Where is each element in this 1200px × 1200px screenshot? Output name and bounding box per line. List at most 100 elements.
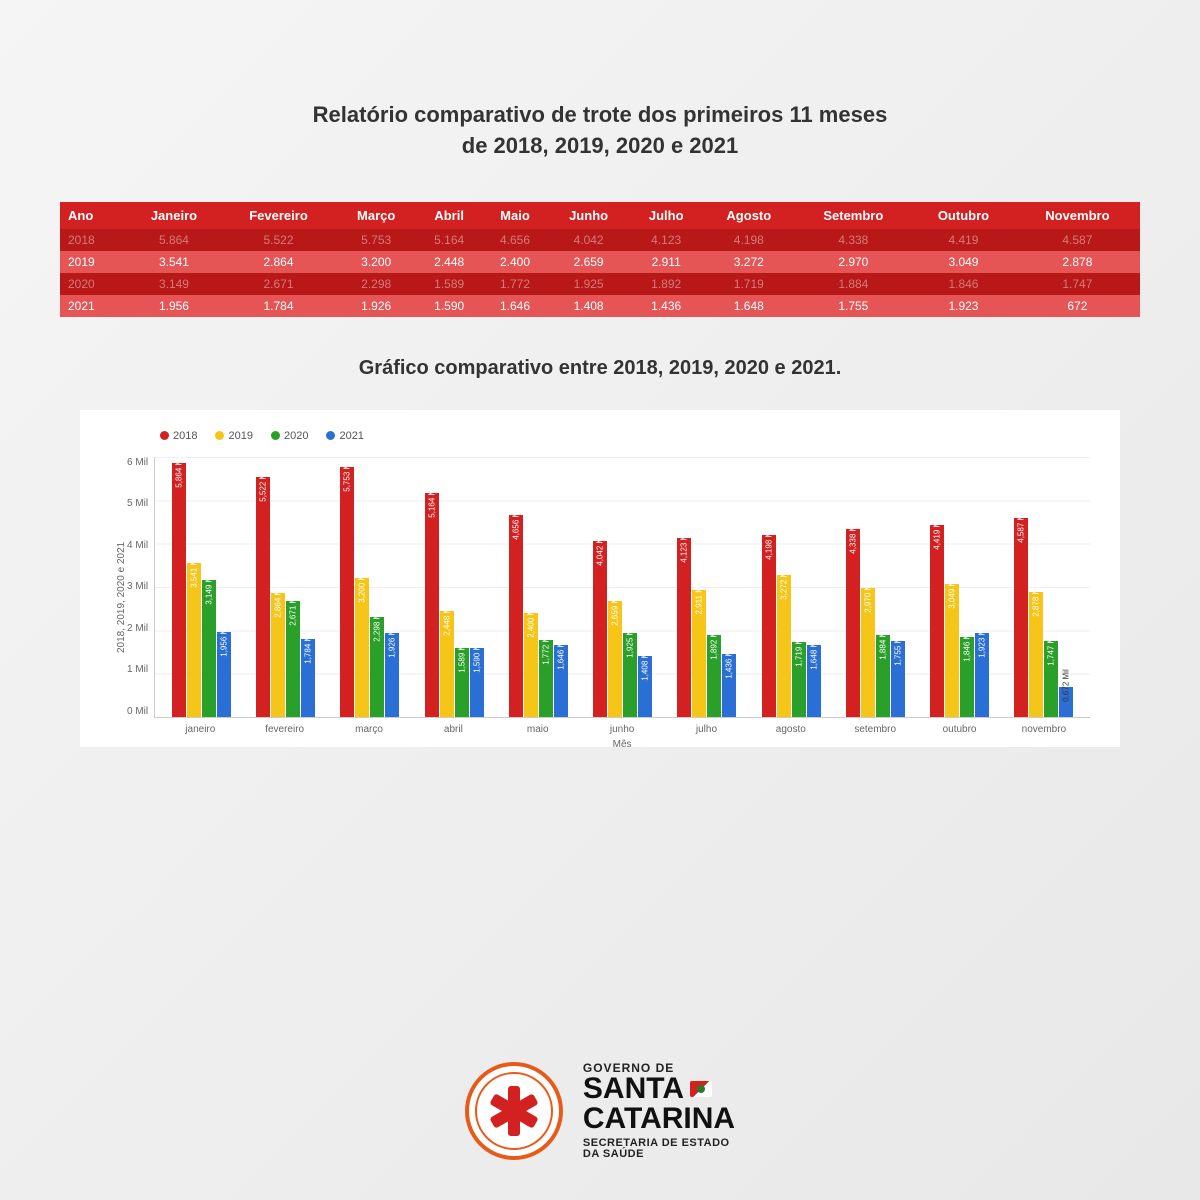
x-tick-label: maio — [496, 724, 580, 735]
bar-value-label: 2,864 Mil — [274, 585, 283, 617]
table-cell: 2018 — [60, 229, 127, 251]
chart-plot: 5,864 Mil3,541 Mil3,149 Mil1,956 Mil 5,52… — [154, 457, 1090, 718]
y-tick: 2 Mil — [127, 623, 148, 634]
legend-item: 2021 — [326, 430, 363, 442]
table-cell: 2.970 — [795, 251, 913, 273]
bar-value-label: 5,864 Mil — [174, 455, 183, 487]
bar-group: 4,338 Mil2,970 Mil1,884 Mil1,755 Mil — [833, 529, 917, 717]
footer-logos: GOVERNO DE SANTA CATARINA SECRETARIA DE … — [0, 1062, 1200, 1160]
bar: 5,164 Mil — [425, 493, 439, 717]
bar: 1,719 Mil — [792, 642, 806, 716]
table-cell: 2.659 — [548, 251, 629, 273]
table-cell: 1.772 — [482, 273, 548, 295]
bar-group: 4,042 Mil2,659 Mil1,925 Mil1,408 Mil — [580, 541, 664, 716]
bar: 1,590 Mil — [470, 648, 484, 717]
bar-value-label: 5,164 Mil — [427, 485, 436, 517]
gov-line-3: CATARINA — [583, 1104, 735, 1134]
bar-value-label: 0,672 Mil — [1062, 670, 1071, 702]
bar-value-label: 3,049 Mil — [948, 577, 957, 609]
bar-group: 5,164 Mil2,448 Mil1,589 Mil1,590 Mil — [412, 493, 496, 717]
bar-value-label: 3,541 Mil — [189, 555, 198, 587]
bar: 5,522 Mil — [256, 477, 270, 716]
bar-value-label: 5,522 Mil — [259, 470, 268, 502]
table-header-cell: Outubro — [912, 202, 1015, 229]
table-header-cell: Ano — [60, 202, 127, 229]
gov-line-2: SANTA — [583, 1074, 735, 1104]
bar: 2,298 Mil — [370, 617, 384, 717]
x-tick-label: setembro — [833, 724, 917, 735]
bar: 2,911 Mil — [692, 590, 706, 716]
x-tick-label: agosto — [749, 724, 833, 735]
x-tick-label: fevereiro — [242, 724, 326, 735]
bar-value-label: 1,892 Mil — [710, 627, 719, 659]
bar-value-label: 1,772 Mil — [541, 632, 550, 664]
table-cell: 3.541 — [127, 251, 221, 273]
table-cell: 2.911 — [629, 251, 703, 273]
bar-value-label: 1,436 Mil — [725, 647, 734, 679]
table-cell: 2.448 — [416, 251, 482, 273]
x-axis-labels: janeirofevereiromarçoabrilmaiojunhojulho… — [154, 724, 1090, 735]
table-header-cell: Agosto — [703, 202, 794, 229]
bar: 1,884 Mil — [876, 635, 890, 717]
table-cell: 3.200 — [336, 251, 416, 273]
bar: 2,864 Mil — [271, 593, 285, 717]
chart-title: Gráfico comparativo entre 2018, 2019, 20… — [60, 357, 1140, 380]
table-cell: 3.272 — [703, 251, 794, 273]
bar: 3,272 Mil — [777, 575, 791, 717]
bar-value-label: 1,719 Mil — [794, 634, 803, 666]
y-axis-ticks: 6 Mil5 Mil4 Mil3 Mil2 Mil1 Mil0 Mil — [127, 457, 154, 717]
bar-group: 5,753 Mil3,200 Mil2,298 Mil1,926 Mil — [328, 467, 412, 716]
table-cell: 5.864 — [127, 229, 221, 251]
chart-legend: 2018201920202021 — [160, 430, 1090, 442]
table-header-cell: Fevereiro — [221, 202, 336, 229]
table-cell: 1.923 — [912, 295, 1015, 317]
bar: 4,042 Mil — [593, 541, 607, 716]
bar: 1,784 Mil — [301, 639, 315, 716]
bar: 4,198 Mil — [762, 535, 776, 717]
y-tick: 4 Mil — [127, 540, 148, 551]
bar-group: 4,419 Mil3,049 Mil1,846 Mil1,923 Mil — [918, 525, 1002, 716]
bar-value-label: 3,272 Mil — [779, 567, 788, 599]
table-cell: 1.436 — [629, 295, 703, 317]
bar: 1,925 Mil — [623, 633, 637, 716]
bar-value-label: 1,956 Mil — [219, 624, 228, 656]
legend-item: 2020 — [271, 430, 308, 442]
bar: 1,772 Mil — [539, 640, 553, 717]
bar-value-label: 2,878 Mil — [1032, 584, 1041, 616]
x-axis-title: Mês — [154, 739, 1090, 750]
bar: 3,541 Mil — [187, 563, 201, 716]
bar-value-label: 2,970 Mil — [863, 580, 872, 612]
bar-value-label: 1,884 Mil — [878, 627, 887, 659]
bar: 2,659 Mil — [608, 601, 622, 716]
data-table: AnoJaneiroFevereiroMarçoAbrilMaioJunhoJu… — [60, 202, 1140, 317]
table-cell: 1.926 — [336, 295, 416, 317]
bar-group: 5,864 Mil3,541 Mil3,149 Mil1,956 Mil — [159, 463, 243, 717]
table-cell: 2.864 — [221, 251, 336, 273]
bar-value-label: 1,923 Mil — [978, 626, 987, 658]
bar-value-label: 2,911 Mil — [695, 583, 704, 615]
table-cell: 1.747 — [1015, 273, 1140, 295]
table-cell: 1.590 — [416, 295, 482, 317]
bar-value-label: 3,200 Mil — [358, 570, 367, 602]
table-header-cell: Junho — [548, 202, 629, 229]
table-cell: 2020 — [60, 273, 127, 295]
bar-group: 4,656 Mil2,400 Mil1,772 Mil1,646 Mil — [496, 515, 580, 717]
report-title: Relatório comparativo de trote dos prime… — [60, 100, 1140, 162]
bar: 1,589 Mil — [455, 648, 469, 717]
table-cell: 5.164 — [416, 229, 482, 251]
bar: 4,656 Mil — [509, 515, 523, 717]
legend-item: 2018 — [160, 430, 197, 442]
bar: 0,672 Mil — [1059, 687, 1073, 716]
table-cell: 4.338 — [795, 229, 913, 251]
x-tick-label: abril — [411, 724, 495, 735]
table-cell: 3.049 — [912, 251, 1015, 273]
bar-value-label: 4,198 Mil — [764, 527, 773, 559]
table-cell: 4.198 — [703, 229, 794, 251]
x-tick-label: novembro — [1002, 724, 1086, 735]
table-header-cell: Julho — [629, 202, 703, 229]
bar: 4,123 Mil — [677, 538, 691, 717]
y-axis-label: 2018, 2019, 2020 e 2021 — [110, 457, 127, 737]
gov-line-5: DA SAÚDE — [583, 1149, 735, 1160]
bar-value-label: 1,925 Mil — [626, 625, 635, 657]
table-cell: 1.846 — [912, 273, 1015, 295]
